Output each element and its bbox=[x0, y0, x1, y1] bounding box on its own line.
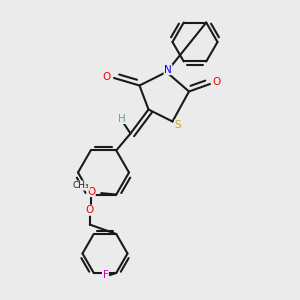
Text: O: O bbox=[102, 71, 111, 82]
Text: F: F bbox=[103, 270, 108, 280]
Text: CH₃: CH₃ bbox=[73, 181, 89, 190]
Text: O: O bbox=[86, 205, 94, 215]
Text: N: N bbox=[164, 64, 172, 75]
Text: H: H bbox=[118, 113, 125, 124]
Text: O: O bbox=[212, 76, 221, 87]
Text: S: S bbox=[175, 120, 181, 130]
Text: O: O bbox=[87, 187, 95, 196]
